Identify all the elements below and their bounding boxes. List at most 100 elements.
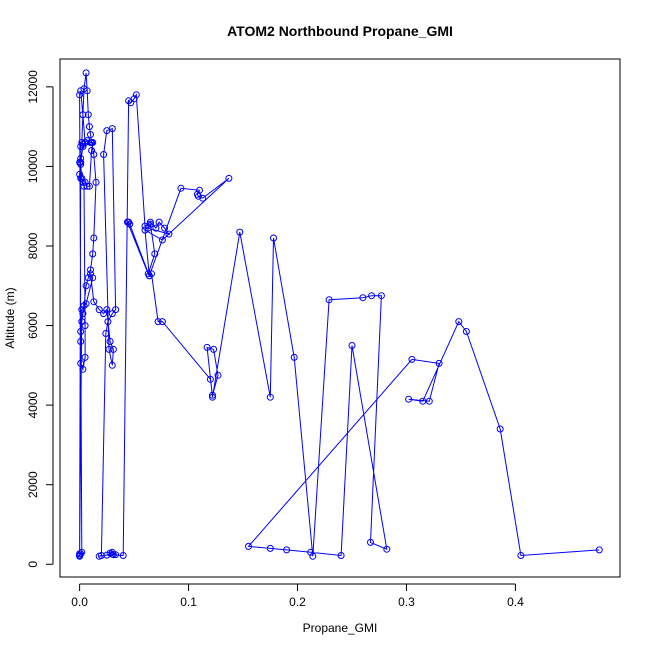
data-point	[77, 87, 85, 95]
data-point	[84, 111, 92, 119]
data-point	[78, 306, 86, 314]
data-point	[95, 552, 103, 560]
data-point	[158, 236, 166, 244]
data-point	[141, 226, 149, 234]
y-tick-label: 12000	[26, 70, 40, 104]
data-point	[79, 310, 87, 318]
data-point	[90, 298, 98, 306]
data-point	[76, 91, 84, 99]
data-point	[158, 318, 166, 326]
data-point	[84, 274, 92, 282]
data-point	[419, 397, 427, 405]
data-point	[283, 546, 291, 554]
data-point	[82, 69, 90, 77]
data-point	[435, 359, 443, 367]
data-point	[109, 551, 117, 559]
data-point	[377, 292, 385, 300]
x-tick-label: 0.0	[71, 595, 88, 609]
data-point	[206, 375, 214, 383]
data-point	[77, 158, 85, 166]
data-point	[95, 306, 103, 314]
data-point	[108, 310, 116, 318]
series-line	[79, 72, 600, 558]
y-tick-label: 8000	[26, 232, 40, 259]
data-point	[130, 95, 138, 103]
data-point	[383, 545, 391, 553]
data-point	[266, 544, 274, 552]
data-point	[81, 353, 89, 361]
data-point	[325, 296, 333, 304]
chart-title: ATOM2 Northbound Propane_GMI	[227, 23, 453, 39]
data-point	[245, 542, 252, 550]
data-point	[290, 353, 298, 361]
x-axis: 0.0 0.1 0.2 0.3 0.4	[71, 583, 524, 609]
data-point	[368, 292, 376, 300]
data-point	[89, 250, 97, 258]
data-point	[81, 178, 89, 186]
data-point	[89, 274, 97, 282]
data-point	[119, 552, 127, 559]
x-tick-label: 0.4	[507, 595, 524, 609]
x-tick-label: 0.3	[398, 595, 415, 609]
data-point	[77, 155, 85, 162]
data-point	[77, 328, 85, 335]
data-point	[100, 151, 108, 158]
data-point	[80, 182, 88, 190]
data-point	[83, 182, 91, 190]
data-point	[77, 174, 85, 182]
data-point	[92, 178, 100, 186]
data-point	[236, 228, 244, 236]
data-point	[105, 345, 113, 353]
data-point	[109, 345, 117, 353]
data-point	[214, 371, 222, 379]
data-point	[81, 139, 89, 146]
data-point	[88, 147, 96, 154]
data-point	[146, 218, 154, 226]
data-point	[106, 338, 114, 345]
x-tick-label: 0.1	[180, 595, 197, 609]
data-point	[270, 234, 277, 242]
y-axis: 0 2000 4000 6000 8000 10000 12000	[26, 70, 54, 568]
data-point	[210, 345, 218, 353]
data-point	[82, 282, 90, 290]
data-point	[496, 425, 504, 433]
data-point	[408, 355, 416, 363]
data-point	[87, 270, 94, 278]
plot-frame	[59, 58, 621, 578]
y-tick-label: 0	[26, 561, 40, 568]
data-point	[85, 182, 93, 190]
data-point	[102, 330, 110, 337]
data-point	[209, 393, 216, 401]
x-axis-label: Propane_GMI	[303, 621, 378, 635]
data-point	[517, 552, 525, 559]
data-point	[81, 322, 89, 330]
data-point	[307, 548, 315, 556]
data-point	[87, 131, 94, 139]
data-point	[348, 342, 356, 349]
data-point	[77, 359, 85, 367]
data-point	[77, 550, 85, 558]
data-point	[146, 220, 154, 228]
data-point	[79, 141, 87, 148]
data-point	[405, 395, 413, 403]
data-point	[108, 361, 116, 369]
data-point	[145, 272, 153, 280]
data-point	[177, 184, 185, 192]
x-tick-label: 0.2	[289, 595, 306, 609]
data-point	[225, 174, 233, 182]
data-point	[106, 549, 114, 557]
data-point	[209, 391, 216, 399]
data-point	[90, 151, 98, 158]
y-tick-label: 4000	[26, 391, 40, 418]
data-point	[367, 538, 374, 546]
data-point	[161, 224, 169, 232]
data-point	[194, 192, 202, 200]
data-point	[103, 306, 111, 314]
data-point	[165, 230, 173, 238]
data-point	[85, 123, 93, 131]
data-point	[76, 552, 84, 559]
data-point	[266, 393, 274, 401]
data-point	[104, 318, 112, 326]
y-axis-label: Altitude (m)	[3, 287, 17, 348]
